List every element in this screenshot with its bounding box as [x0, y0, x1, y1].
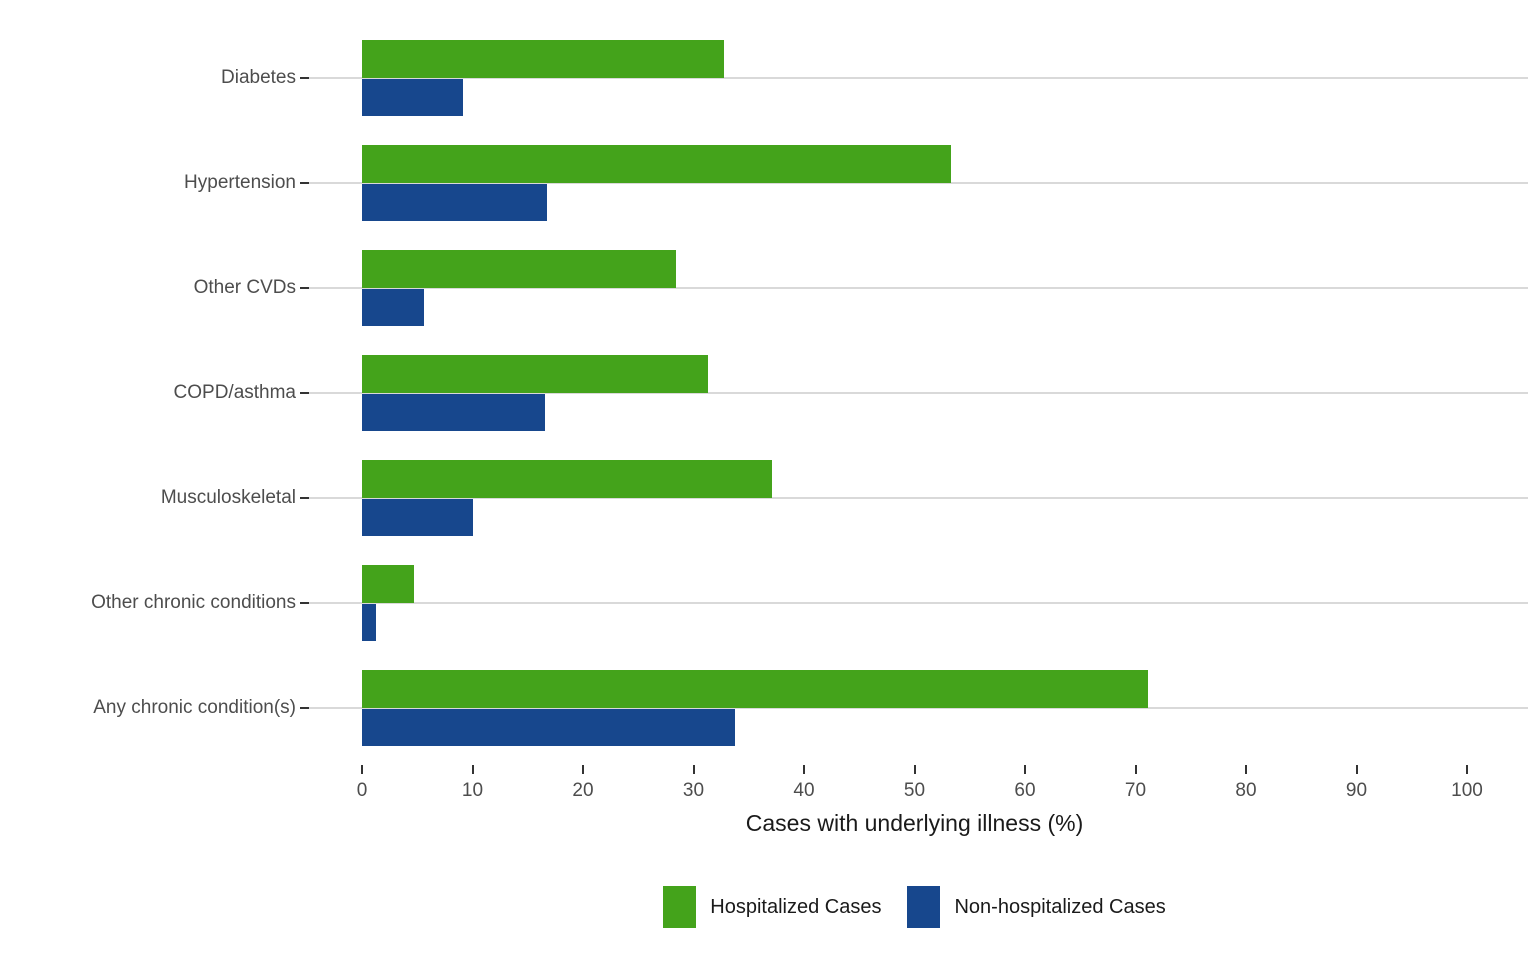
bar-non-hospitalized: [362, 604, 376, 641]
bar-hospitalized: [362, 460, 772, 498]
gridline: [301, 77, 1528, 79]
x-axis-tick-label: 40: [793, 780, 815, 801]
legend: Hospitalized Cases Non-hospitalized Case…: [301, 884, 1528, 930]
bar-hospitalized: [362, 40, 724, 78]
gridline: [301, 182, 1528, 184]
gridline: [301, 392, 1528, 394]
bar-hospitalized: [362, 565, 414, 603]
x-axis-tick: [692, 765, 695, 774]
bar-hospitalized: [362, 355, 708, 393]
gridline: [301, 287, 1528, 289]
legend-swatch-hospitalized: [663, 886, 697, 928]
gridline: [301, 497, 1528, 499]
category-label: Hypertension: [184, 172, 296, 193]
x-axis-tick: [471, 765, 474, 774]
legend-label-non-hospitalized: Non-hospitalized Cases: [954, 895, 1166, 918]
x-axis-tick: [1466, 765, 1468, 774]
bar-hospitalized: [362, 250, 676, 288]
x-axis-tick: [913, 765, 916, 774]
x-axis-tick: [1245, 765, 1247, 774]
x-axis-tick-label: 80: [1235, 780, 1257, 801]
gridline: [301, 707, 1528, 709]
x-axis-tick: [803, 765, 805, 774]
bar-non-hospitalized: [362, 79, 463, 116]
x-axis-title: Cases with underlying illness (%): [745, 810, 1084, 836]
x-axis-tick: [1024, 765, 1026, 774]
bar-non-hospitalized: [362, 184, 547, 221]
bar-hospitalized: [362, 670, 1148, 708]
x-axis-tick: [361, 765, 363, 774]
bar-non-hospitalized: [362, 499, 473, 536]
x-axis-tick: [1355, 765, 1358, 774]
x-axis-tick: [582, 765, 584, 774]
x-axis-tick-label: 10: [461, 780, 484, 801]
bar-non-hospitalized: [362, 289, 424, 326]
x-axis-tick-label: 0: [356, 780, 368, 801]
bar-non-hospitalized: [362, 394, 545, 431]
y-axis-tick: [300, 287, 309, 289]
x-axis-tick-label: 70: [1124, 780, 1147, 801]
y-axis-tick: [300, 497, 309, 499]
x-axis-tick-label: 60: [1014, 780, 1036, 801]
bar-non-hospitalized: [362, 709, 735, 746]
category-label: Musculoskeletal: [160, 487, 296, 508]
category-label: Any chronic condition(s): [93, 697, 296, 718]
x-axis-tick-label: 30: [682, 780, 705, 801]
legend-label-hospitalized: Hospitalized Cases: [710, 895, 882, 918]
y-axis-tick: [300, 182, 309, 184]
legend-item-hospitalized: Hospitalized Cases: [663, 886, 881, 928]
legend-swatch-non-hospitalized: [907, 886, 941, 928]
y-axis-tick: [300, 392, 309, 394]
legend-item-non-hospitalized: Non-hospitalized Cases: [907, 886, 1166, 928]
y-axis-tick: [300, 77, 309, 79]
category-label: Other chronic conditions: [91, 592, 296, 613]
category-label: Diabetes: [221, 67, 296, 88]
gridline: [301, 602, 1528, 604]
y-axis-tick: [300, 707, 309, 709]
x-axis-tick-label: 90: [1345, 780, 1368, 801]
x-axis-tick-label: 20: [572, 780, 594, 801]
x-axis-tick: [1134, 765, 1137, 774]
category-label: Other CVDs: [193, 277, 296, 298]
x-axis-tick-label: 100: [1451, 780, 1483, 801]
category-label: COPD/asthma: [173, 382, 296, 403]
bar-hospitalized: [362, 145, 951, 183]
x-axis-tick-label: 50: [903, 780, 926, 801]
y-axis-tick: [300, 602, 309, 604]
